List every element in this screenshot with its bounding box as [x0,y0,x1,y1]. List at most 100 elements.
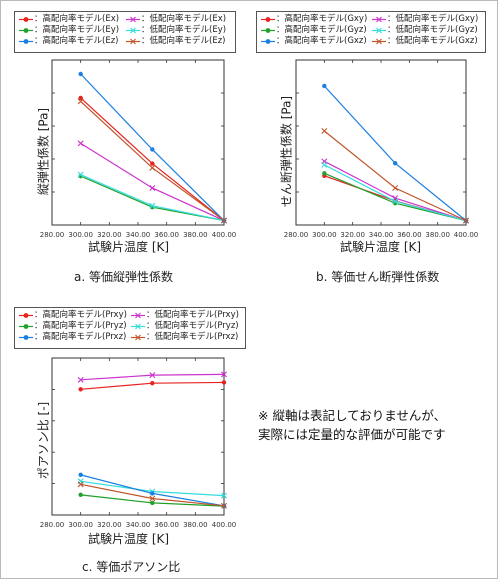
x-tick-label-b: 400.00 [454,231,479,239]
legend-item: ：高配向率モデル(Prxz) [18,332,130,343]
x-tick-label-a: 340.00 [126,231,151,239]
x-tick-label-b: 360.00 [397,231,422,239]
legend-label: ：高配向率モデル(Gxz) [276,36,367,46]
x-tick-label-a: 320.00 [97,231,122,239]
x-tick-label-c: 380.00 [183,521,208,529]
legend-label: ：低配向率モデル(Ey) [141,25,227,35]
x-tick-label-c: 320.00 [97,521,122,529]
plot-a: 280.00 300.00 320.00 340.00 360.00 380.00 400.… [40,59,237,239]
legend-label: ：低配向率モデル(Ez) [141,36,226,46]
note: ※ 縦軸は表記しておりませんが、 実際には定量的な評価が可能です [258,406,446,444]
data-point-a-1 [77,140,84,147]
dot-marker-icon [19,17,33,22]
data-point-b-5 [463,217,469,224]
data-point-c-1 [77,376,84,383]
data-point-a-4 [150,147,155,152]
legend-row: ：高配向率モデル(Gyz) ：低配向率モデル(Gyz) [260,25,482,36]
dot-marker-icon [261,39,275,44]
cross-marker-icon [131,334,145,341]
x-tick-label-a: 400.00 [212,231,237,239]
legend-item: ：低配向率モデル(Ez) [125,36,232,47]
legend-label: ：低配向率モデル(Prxy) [146,310,239,320]
legend-item: ：高配向率モデル(Ex) [18,14,125,25]
data-point-b-2 [322,171,327,176]
data-point-c-1 [149,372,156,379]
legend-label: ：高配向率モデル(Prxy) [34,310,127,320]
cross-marker-icon [126,38,140,45]
data-point-c-0 [221,380,227,385]
data-point-a-4 [78,71,83,77]
dot-marker-icon [19,324,33,329]
data-point-b-3 [321,161,328,168]
legend-c: ：高配向率モデル(Prxy) ：低配向率モデル(Prxy) ：高配向率モデル(Pry… [14,307,246,349]
dot-marker-icon [19,39,33,44]
data-point-c-0 [78,387,83,392]
data-point-b-3 [392,198,399,205]
cross-marker-icon [372,16,386,23]
dot-marker-icon [19,335,33,340]
x-tick-label-c: 280.00 [40,521,65,529]
legend-item: ：高配向率モデル(Ez) [18,36,125,47]
data-point-c-5 [221,502,227,509]
note-line-1: ※ 縦軸は表記しておりませんが、 [258,408,447,423]
cross-marker-icon [372,38,386,45]
legend-b: ：高配向率モデル(Gxy) ：低配向率モデル(Gxy) ：高配向率モデル(Gyz)：… [256,11,486,53]
legend-item: ：低配向率モデル(Gyz) [371,25,482,36]
legend-row: ：高配向率モデル(Pryz) ：低配向率モデル(Pryz) [18,321,242,332]
cross-marker-icon [131,323,145,330]
x-tick-label-a: 300.00 [68,231,93,239]
legend-item: ：低配向率モデル(Prxy) [130,310,242,321]
x-tick-label-b: 340.00 [369,231,394,239]
data-point-a-1 [149,184,156,191]
legend-item: ：高配向率モデル(Gxz) [260,36,371,47]
data-point-a-0 [150,161,155,166]
caption-b: b. 等価せん断弾性係数 [316,270,440,284]
cross-marker-icon [126,27,140,34]
legend-label: ：高配向率モデル(Ez) [34,36,119,46]
legend-label: ：低配向率モデル(Pryz) [146,321,239,331]
xlabel-c: 試験片温度 [K] [88,532,170,546]
legend-label: ：低配向率モデル(Gxy) [387,14,479,24]
x-tick-label-a: 360.00 [154,231,179,239]
data-point-a-3 [149,202,156,209]
legend-item: ：低配向率モデル(Ey) [125,25,232,36]
legend-label: ：低配向率モデル(Prxz) [146,332,239,342]
dot-marker-icon [19,313,33,318]
legend-a: ：高配向率モデル(Ex) ：低配向率モデル(Ex) ：高配向率モデル(Ey) ：低配向… [14,11,236,53]
ylabel-c: ポアソン比 [-] [36,401,51,480]
data-point-b-5 [321,128,328,135]
data-point-a-5 [221,217,227,224]
legend-label: ：高配向率モデル(Prxz) [34,332,127,342]
x-tick-label-b: 320.00 [340,231,365,239]
data-point-c-5 [149,495,156,502]
x-tick-label-c: 400.00 [212,521,237,529]
legend-item: ：高配向率モデル(Gyz) [260,25,371,36]
data-point-c-0 [150,380,155,386]
x-tick-label-c: 360.00 [154,521,179,529]
x-tick-label-c: 300.00 [68,521,93,529]
legend-label: ：低配向率モデル(Gxz) [387,36,478,46]
data-point-c-3 [221,492,227,499]
legend-label: ：高配向率モデル(Ey) [34,25,120,35]
legend-label: ：低配向率モデル(Ex) [141,14,227,24]
caption-c: c. 等価ポアソン比 [82,560,181,574]
x-tick-label-c: 340.00 [126,521,151,529]
cross-marker-icon [372,27,386,34]
data-point-c-2 [150,500,155,506]
legend-label: ：高配向率モデル(Pryz) [34,321,127,331]
legend-item: ：高配向率モデル(Prxy) [18,310,130,321]
data-point-b-4 [322,83,327,89]
dot-marker-icon [261,17,275,22]
caption-a: a. 等価縦弾性係数 [74,270,173,284]
note-line-2: 実際には定量的な評価が可能です [258,427,446,442]
legend-row: ：高配向率モデル(Ey) ：低配向率モデル(Ey) [18,25,232,36]
legend-item: ：低配向率モデル(Pryz) [130,321,242,332]
legend-label: ：高配向率モデル(Gyz) [276,25,367,35]
dot-marker-icon [261,28,275,33]
x-tick-label-a: 380.00 [183,231,208,239]
legend-item: ：低配向率モデル(Ex) [125,14,232,25]
plot-c: 280.00 300.00 320.00 340.00 360.00 380.00 400.… [40,357,237,529]
data-point-a-5 [77,98,84,105]
